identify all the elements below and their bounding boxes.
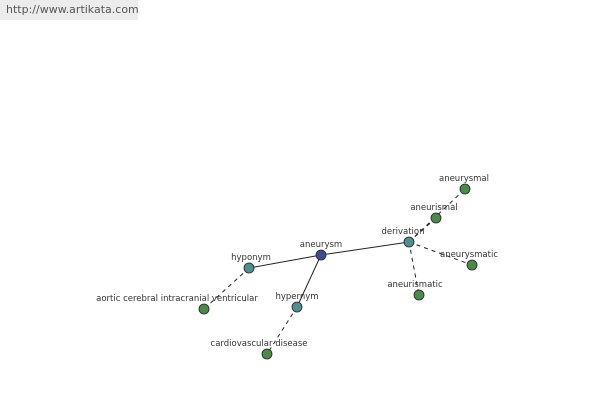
node-label: aneurismatic	[387, 280, 443, 290]
node-label: aneurysmal	[439, 174, 489, 184]
edge	[408, 217, 437, 243]
node-label: aneurysmatic	[440, 250, 498, 260]
node[interactable]	[430, 212, 442, 224]
edge	[320, 241, 410, 256]
edge	[408, 241, 420, 296]
node[interactable]	[459, 183, 471, 195]
node[interactable]	[291, 301, 303, 313]
edge	[296, 254, 322, 308]
edge	[408, 188, 466, 243]
node[interactable]	[243, 262, 255, 274]
node[interactable]	[413, 289, 425, 301]
site-url[interactable]: http://www.artikata.com	[0, 0, 139, 20]
node-label: aneurismal	[410, 203, 457, 213]
edge	[248, 254, 322, 269]
node[interactable]	[315, 249, 327, 261]
node[interactable]	[466, 259, 478, 271]
node-label: derivation	[381, 227, 424, 237]
edge	[203, 267, 250, 310]
node-label: aneurysm	[300, 240, 342, 250]
node-label: aortic cerebral intracranial ventricular	[96, 294, 258, 304]
node[interactable]	[198, 303, 210, 315]
node-label: hypernym	[275, 292, 318, 302]
node-label: hyponym	[231, 253, 271, 263]
edge	[266, 306, 298, 355]
node[interactable]	[261, 348, 273, 360]
node[interactable]	[403, 236, 415, 248]
edge	[408, 241, 473, 266]
node-label: cardiovascular disease	[211, 339, 308, 349]
